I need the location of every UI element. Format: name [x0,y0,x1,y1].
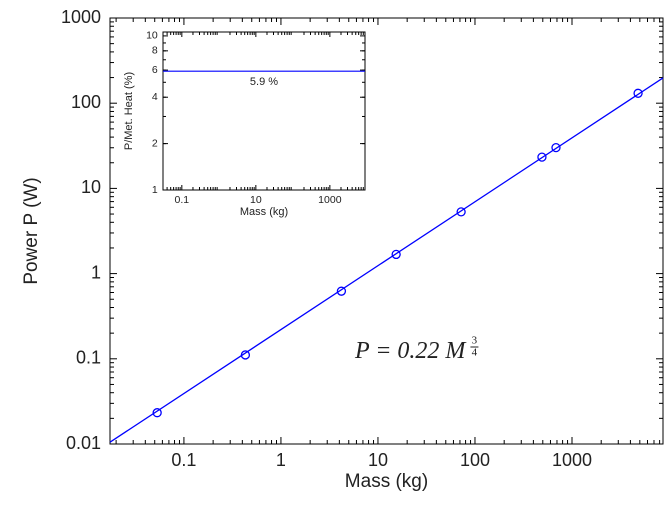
y-tick-label: 8 [152,45,158,57]
y-tick-label: 4 [152,91,158,103]
y-axis-label: P/Met. Heat (%) [123,72,135,150]
x-tick-label: 100 [460,450,490,470]
x-tick-label: 1000 [318,194,342,206]
data-point [240,350,251,360]
y-tick-label: 6 [152,64,158,76]
y-tick-label: 0.1 [76,348,101,368]
fit-line [109,77,664,443]
value-label: 5.9 % [250,76,278,88]
x-tick-label: 1 [276,450,286,470]
data-point [391,249,401,260]
x-tick-label: 0.1 [175,194,190,206]
y-tick-label: 1 [91,262,101,282]
y-tick-label: 1000 [61,7,101,27]
formula-base: P = 0.22 M [354,338,467,364]
plot-frame [162,31,366,191]
y-tick-label: 10 [146,30,158,42]
data-point [152,408,162,418]
x-axis-label: Mass (kg) [240,206,288,218]
y-tick-label: 1 [152,184,158,196]
x-tick-label: 0.1 [171,450,196,470]
y-tick-label: 100 [71,92,101,112]
y-tick-label: 0.01 [66,433,101,453]
y-axis-label: Power P (W) [21,177,42,284]
x-tick-label: 1000 [552,450,592,470]
data-point [336,286,347,296]
formula-exp-den: 4 [472,347,478,359]
data-point [633,88,643,98]
y-tick-label: 2 [152,137,158,149]
data-point [456,207,466,217]
data-point [537,152,547,162]
data-point [551,142,561,153]
x-axis-label: Mass (kg) [345,471,428,492]
x-tick-label: 10 [250,194,262,206]
formula: P = 0.22 M [354,338,467,364]
x-tick-label: 10 [368,450,388,470]
y-tick-label: 10 [81,177,101,197]
formula-exp-num: 3 [472,335,478,347]
